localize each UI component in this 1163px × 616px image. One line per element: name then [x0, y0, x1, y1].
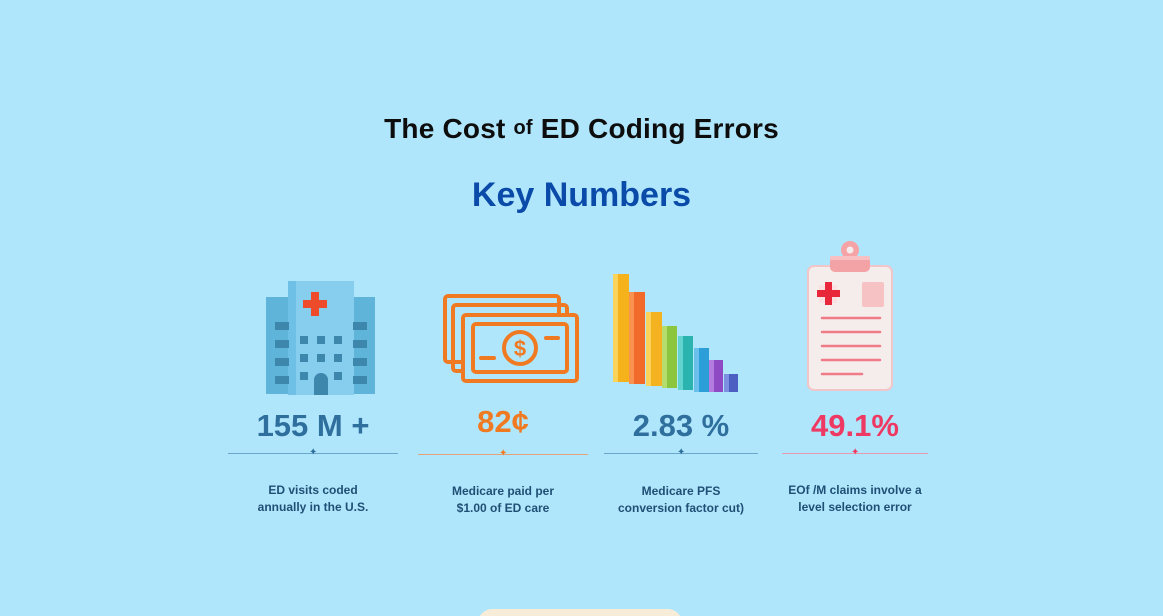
stat-caption: ED visits coded annually in the U.S. — [228, 482, 398, 516]
stat-caption-line1: EOf /M claims involve a — [788, 483, 922, 497]
svg-text:$: $ — [514, 336, 526, 361]
clipboard-icon — [770, 240, 940, 396]
section-subtitle: Key Numbers — [471, 176, 692, 214]
stat-value: 155 M + — [256, 408, 370, 443]
stat-caption-line2: level selection error — [798, 500, 912, 514]
bar-chart-icon — [596, 240, 766, 396]
stat-value: 82¢ — [477, 404, 529, 439]
stat-caption-line2: conversion factor cut) — [617, 501, 745, 515]
stat-caption: Medicare paid per $1.00 of ED care — [418, 483, 588, 517]
stat-divider: ✦ — [604, 447, 758, 458]
title-of: of — [513, 117, 533, 139]
stat-caption-line1: Medicare paid per — [451, 484, 555, 498]
stat-card-ed-visits: 155 M + ✦ ED visits coded annually in th… — [228, 240, 398, 530]
stat-card-level-error: 49.1% ✦ EOf /M claims involve a level se… — [770, 240, 940, 530]
title-rest: ED Coding Errors — [540, 113, 779, 144]
hospital-icon — [228, 240, 398, 396]
stat-caption-line2: annually in the U.S. — [257, 500, 369, 514]
stat-caption-line1: Medicare PFS — [641, 484, 721, 498]
stat-caption: Medicare PFS conversion factor cut) — [596, 483, 766, 517]
stat-card-pfs-cut: 2.83 % ✦ Medicare PFS conversion factor … — [596, 240, 766, 530]
stat-value: 2.83 % — [632, 408, 730, 443]
stat-caption-line2: $1.00 of ED care — [456, 501, 550, 515]
stat-caption: EOf /M claims involve a level selection … — [770, 482, 940, 516]
stat-divider: ✦ — [418, 448, 588, 459]
stat-divider: ✦ — [228, 447, 398, 458]
stat-caption-line1: ED visits coded — [268, 483, 358, 497]
stat-value: 49.1% — [811, 408, 899, 443]
money-icon: $ — [418, 240, 588, 396]
bottom-card-edge — [478, 609, 682, 616]
page-title: The Cost of ED Coding Errors — [0, 113, 1163, 145]
stat-card-medicare-paid: $ 82¢ ✦ Medicare paid per $1.00 of ED ca… — [418, 240, 588, 530]
stat-divider: ✦ — [782, 447, 928, 458]
title-main: The Cost — [384, 113, 506, 144]
